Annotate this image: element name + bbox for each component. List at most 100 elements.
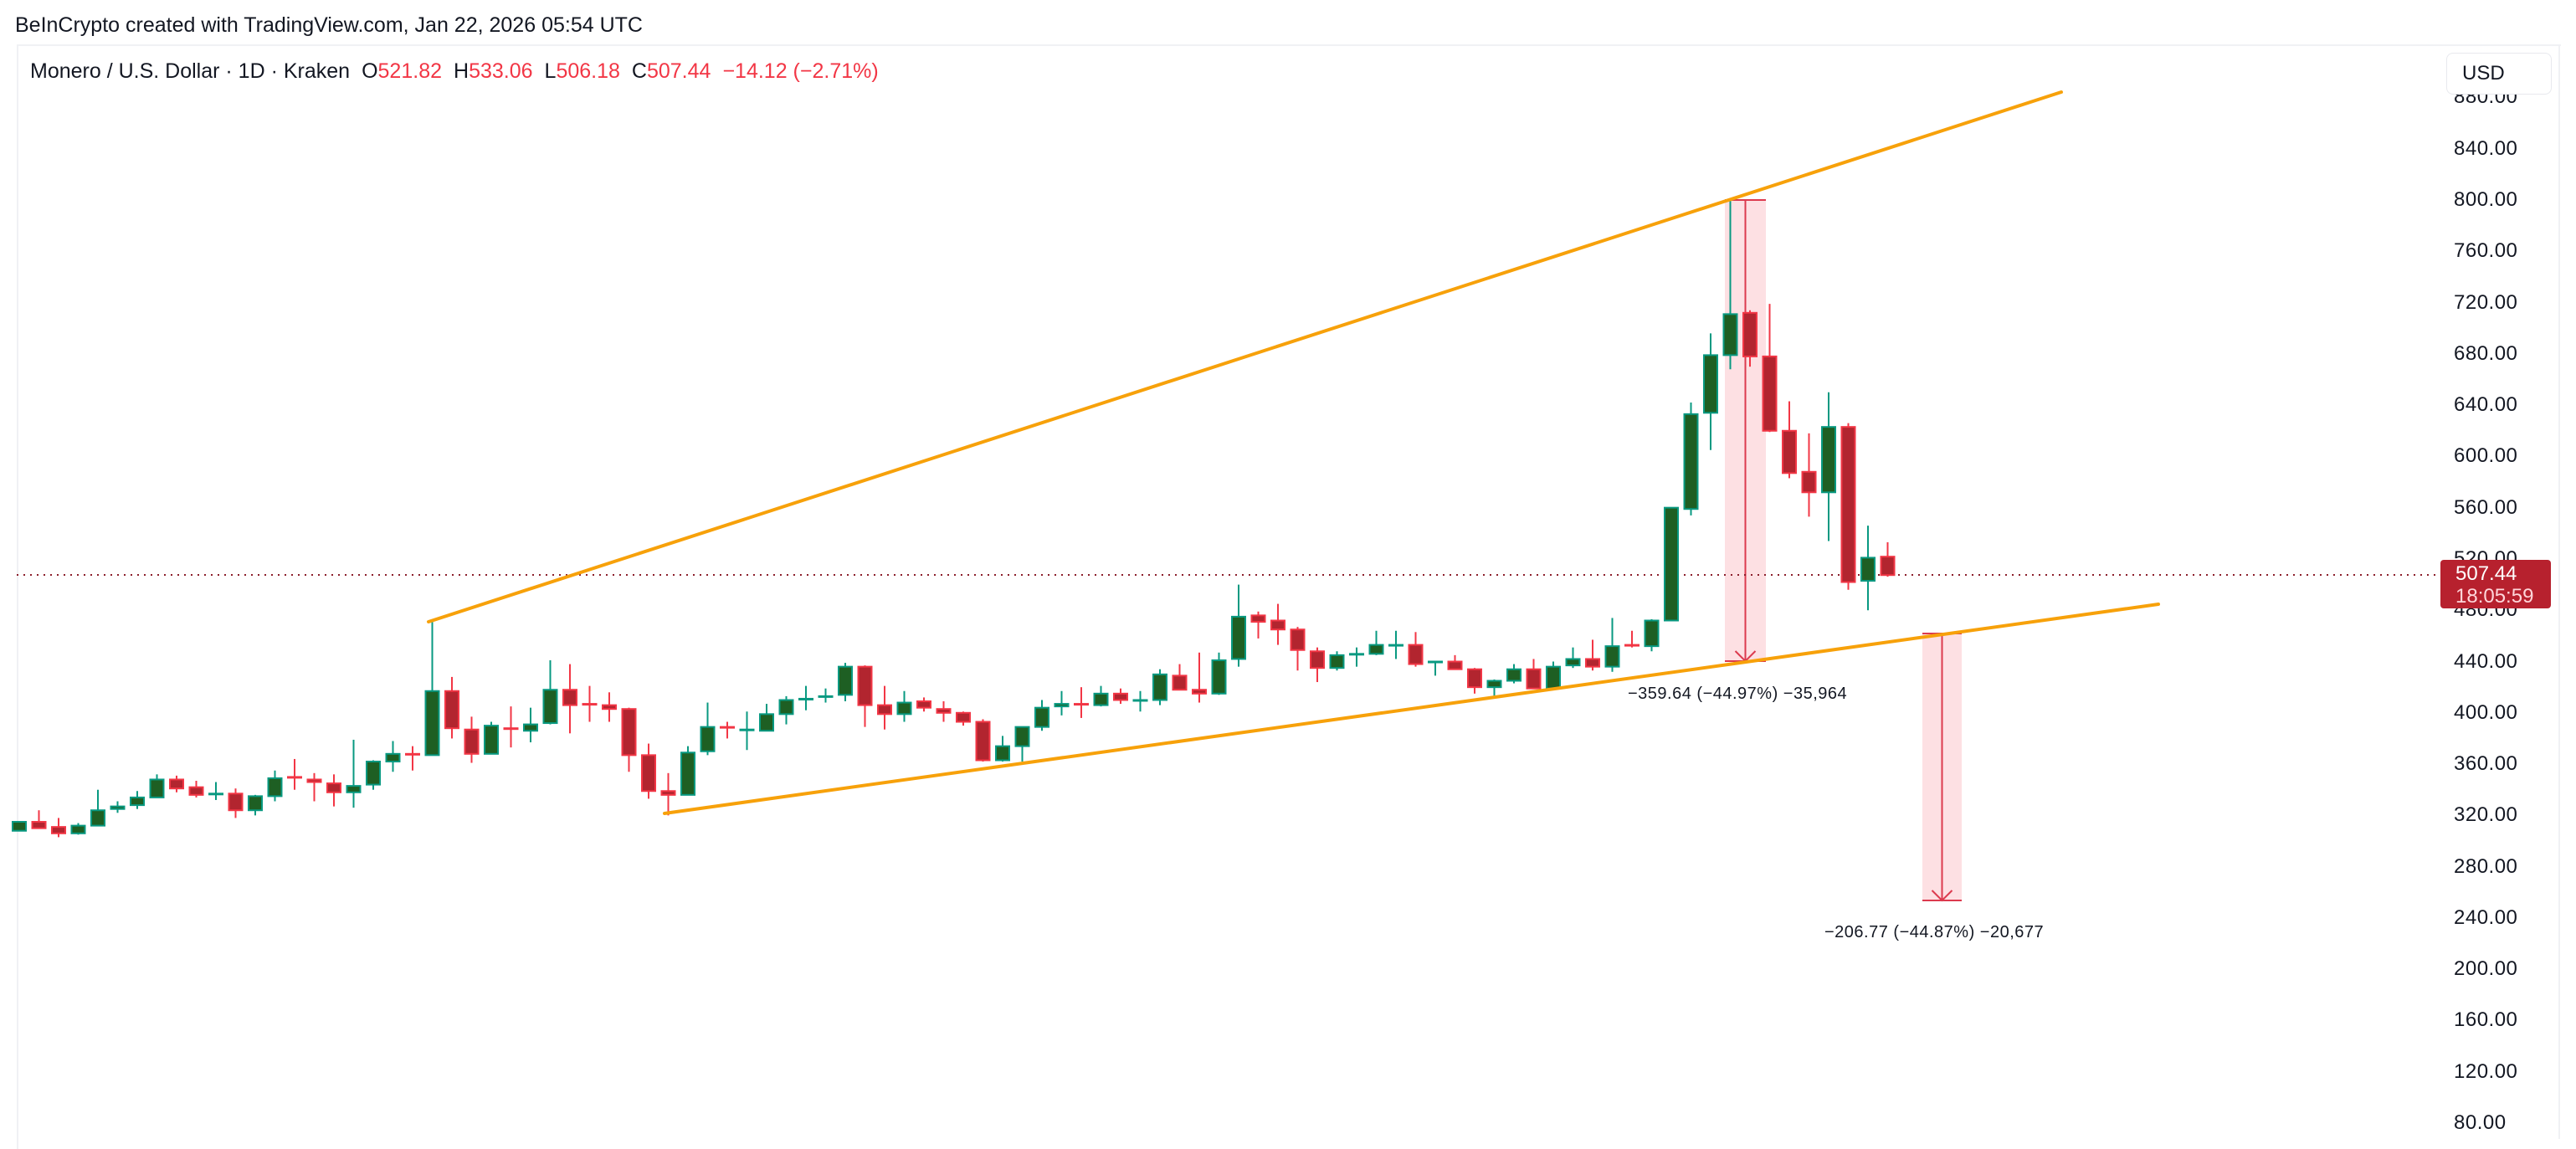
- close-label: C: [631, 59, 647, 83]
- candle-body: [1231, 615, 1246, 660]
- candle-body: [936, 708, 952, 714]
- candle-body: [1192, 689, 1207, 695]
- open-value: 521.82: [377, 59, 442, 83]
- lower-trendline: [663, 603, 2160, 815]
- candle-body: [916, 700, 931, 709]
- candle-body: [1624, 644, 1640, 647]
- price-axis-tick: 440.00: [2454, 649, 2518, 673]
- chart-attribution: BeInCrypto created with TradingView.com,…: [15, 13, 643, 37]
- open-label: O: [362, 59, 378, 83]
- candle-body: [896, 701, 912, 716]
- candle-body: [995, 745, 1010, 762]
- candle-body: [660, 790, 676, 796]
- currency-button[interactable]: USD: [2446, 53, 2552, 95]
- price-axis-tick: 720.00: [2454, 290, 2518, 314]
- candle-body: [1034, 706, 1049, 728]
- last-price-tag: 507.44 18:05:59: [2440, 560, 2551, 608]
- candle-body: [1132, 699, 1148, 702]
- candle-body: [1506, 668, 1521, 682]
- candle-body: [1664, 506, 1679, 622]
- candle-body: [818, 695, 834, 698]
- candle-body: [1526, 668, 1542, 690]
- candle-body: [798, 697, 813, 700]
- price-axis-tick: 160.00: [2454, 1008, 2518, 1032]
- candle-body: [542, 689, 558, 725]
- candle-body: [405, 752, 420, 756]
- price-axis-tick: 360.00: [2454, 752, 2518, 776]
- candle-body: [464, 728, 480, 755]
- candle-body: [1172, 675, 1188, 691]
- price-axis-tick: 80.00: [2454, 1111, 2507, 1135]
- candle-body: [720, 726, 735, 729]
- candle-body: [1408, 644, 1424, 665]
- price-axis-tick: 640.00: [2454, 393, 2518, 417]
- measure-label-peak-drop: −359.64 (−44.97%) −35,964: [1628, 685, 1848, 703]
- last-price-value: 507.44: [2455, 562, 2517, 585]
- low-value: 506.18: [556, 59, 620, 83]
- bar-countdown: 18:05:59: [2455, 585, 2534, 608]
- candle-body: [562, 689, 577, 706]
- candle-body: [287, 776, 302, 779]
- price-axis-tick: 680.00: [2454, 341, 2518, 365]
- candle-body: [1113, 692, 1128, 701]
- candle-body: [1329, 654, 1345, 669]
- candle-body: [621, 708, 637, 757]
- candle-body: [1428, 660, 1443, 664]
- candle-body: [484, 725, 499, 755]
- price-axis-tick: 560.00: [2454, 495, 2518, 519]
- candle-body: [110, 805, 126, 810]
- measure-label-projected-drop: −206.77 (−44.87%) −20,677: [1824, 923, 2045, 941]
- candle-body: [366, 761, 381, 786]
- candle-body: [641, 754, 656, 793]
- candle-body: [1054, 703, 1070, 708]
- candle-body: [857, 665, 873, 706]
- candle-body: [1349, 653, 1364, 656]
- candle-body: [444, 690, 459, 730]
- price-axis-tick: 320.00: [2454, 803, 2518, 827]
- candle-body: [424, 690, 440, 757]
- candle-body: [503, 727, 519, 731]
- change-value: −14.12 (−2.71%): [722, 59, 879, 83]
- candle-body: [523, 723, 538, 732]
- price-axis-tick: 800.00: [2454, 188, 2518, 211]
- price-axis-tick: 600.00: [2454, 444, 2518, 468]
- candle-body: [1644, 619, 1660, 648]
- candle-body: [70, 824, 86, 834]
- candle-body: [1447, 660, 1463, 670]
- arrow-down-icon: [1931, 890, 1953, 902]
- candle-body: [1683, 413, 1699, 510]
- candle-body: [1014, 726, 1030, 747]
- candle-body: [1093, 692, 1109, 706]
- candle-body: [346, 785, 362, 793]
- price-axis-tick: 400.00: [2454, 700, 2518, 724]
- price-axis-tick: 840.00: [2454, 136, 2518, 160]
- candle-body: [582, 703, 598, 706]
- candle-body: [1310, 650, 1325, 669]
- candle-body: [169, 778, 184, 790]
- candle-body: [1388, 644, 1403, 647]
- candle-body: [188, 786, 204, 796]
- candle-body: [956, 711, 971, 723]
- candle-body: [1074, 703, 1089, 706]
- candle-body: [877, 704, 892, 716]
- candle-body: [1486, 680, 1502, 689]
- candle-body: [1840, 426, 1856, 583]
- candle-body: [1270, 619, 1285, 631]
- candle-body: [1585, 658, 1600, 668]
- candle-body: [130, 796, 145, 807]
- chart-frame: [17, 44, 2561, 1149]
- candle-body: [1782, 429, 1797, 474]
- candle-body: [1211, 659, 1227, 695]
- symbol-title[interactable]: Monero / U.S. Dollar · 1D · Kraken: [30, 59, 351, 83]
- close-value: 507.44: [646, 59, 711, 83]
- candle-body: [1880, 556, 1896, 577]
- price-axis-tick: 120.00: [2454, 1059, 2518, 1083]
- candle-body: [680, 751, 695, 796]
- candle-body: [248, 795, 263, 812]
- candle-body: [778, 699, 794, 716]
- candle-body: [1467, 668, 1482, 689]
- candle-body: [1290, 628, 1306, 651]
- candle-body: [267, 777, 283, 798]
- candle-body: [1742, 311, 1758, 357]
